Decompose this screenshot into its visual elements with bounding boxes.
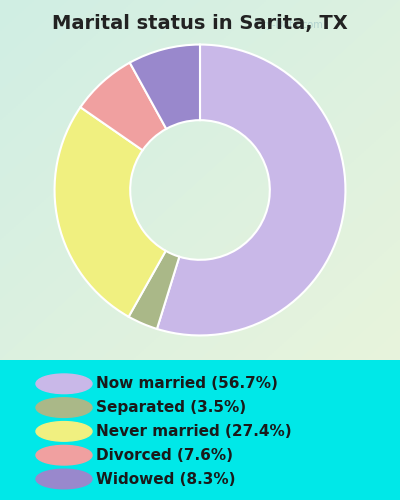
Text: Never married (27.4%): Never married (27.4%) <box>96 424 292 439</box>
Wedge shape <box>157 44 346 336</box>
Wedge shape <box>129 251 179 329</box>
Text: City-Data.com: City-Data.com <box>253 20 323 30</box>
Circle shape <box>36 398 92 417</box>
Circle shape <box>36 422 92 441</box>
Wedge shape <box>80 62 166 150</box>
Text: Separated (3.5%): Separated (3.5%) <box>96 400 246 415</box>
Circle shape <box>36 469 92 489</box>
Text: Now married (56.7%): Now married (56.7%) <box>96 376 278 392</box>
Text: Marital status in Sarita, TX: Marital status in Sarita, TX <box>52 14 348 33</box>
Circle shape <box>36 446 92 465</box>
Circle shape <box>36 374 92 394</box>
Wedge shape <box>54 107 166 316</box>
Text: Divorced (7.6%): Divorced (7.6%) <box>96 448 233 462</box>
Text: Widowed (8.3%): Widowed (8.3%) <box>96 472 236 486</box>
Wedge shape <box>130 44 200 129</box>
